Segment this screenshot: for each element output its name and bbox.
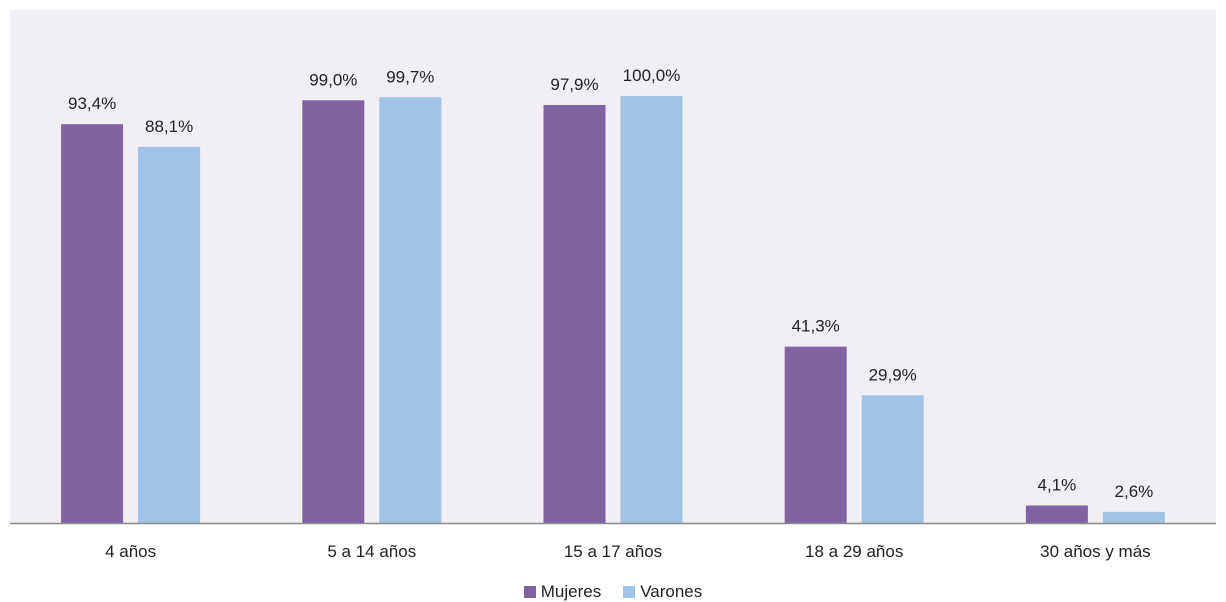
legend-swatch-varones [623,586,636,598]
legend-item-mujeres: Mujeres [523,582,602,602]
data-label-varones: 88,1% [145,117,193,136]
bar-mujeres [784,346,847,523]
x-tick-label: 30 años y más [1040,542,1151,561]
bar-varones [1102,511,1165,523]
x-tick-label: 4 años [105,542,156,561]
x-tick-label: 15 a 17 años [564,542,662,561]
bar-mujeres [543,104,606,523]
data-label-varones: 100,0% [623,66,681,85]
legend-item-varones: Varones [623,582,702,602]
data-label-mujeres: 99,0% [309,70,357,89]
data-label-mujeres: 97,9% [550,75,598,94]
legend: Mujeres Varones [0,582,1226,602]
x-tick-label: 5 a 14 años [327,542,416,561]
bar-varones [379,97,442,523]
bar-mujeres [302,100,365,524]
data-label-varones: 99,7% [386,67,434,86]
plot-background [10,10,1216,524]
legend-swatch-mujeres [523,586,536,598]
bar-mujeres [1025,505,1088,523]
legend-label-varones: Varones [640,582,703,601]
data-label-varones: 29,9% [869,365,917,384]
data-label-mujeres: 4,1% [1038,475,1077,494]
data-label-mujeres: 93,4% [68,94,116,113]
legend-label-mujeres: Mujeres [540,582,602,601]
data-label-mujeres: 41,3% [792,317,840,336]
bar-varones [138,146,201,524]
bar-varones [620,96,683,523]
data-label-varones: 2,6% [1115,482,1154,501]
bar-mujeres [61,124,124,523]
bar-varones [861,395,924,523]
x-tick-label: 18 a 29 años [805,542,903,561]
